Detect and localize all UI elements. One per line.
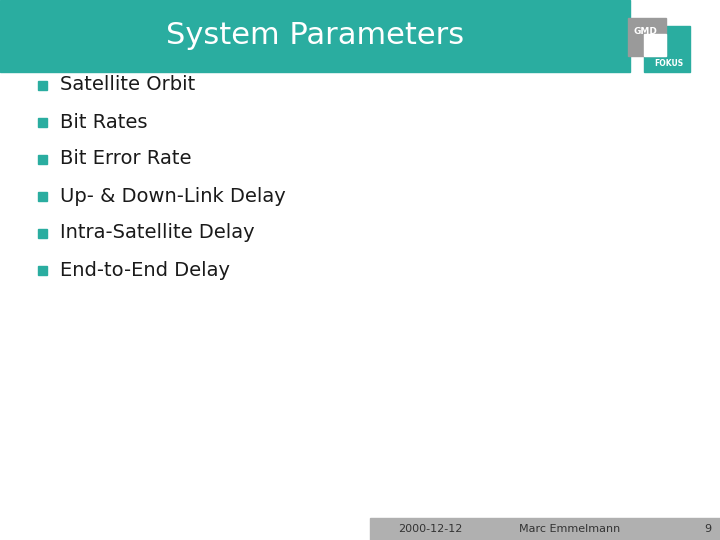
- Text: Bit Rates: Bit Rates: [60, 112, 148, 132]
- Text: System Parameters: System Parameters: [166, 22, 464, 51]
- Bar: [644, 26, 690, 72]
- Text: End-to-End Delay: End-to-End Delay: [60, 260, 230, 280]
- Bar: [628, 18, 666, 56]
- Text: 2000-12-12: 2000-12-12: [398, 524, 462, 534]
- Text: Satellite Orbit: Satellite Orbit: [60, 76, 195, 94]
- Text: FOKUS: FOKUS: [654, 59, 683, 69]
- Bar: [0, 0, 630, 72]
- Bar: [644, 34, 666, 56]
- Bar: [37, 228, 47, 238]
- Text: Marc Emmelmann: Marc Emmelmann: [519, 524, 621, 534]
- Text: 9: 9: [704, 524, 711, 534]
- Bar: [37, 192, 47, 200]
- Text: Up- & Down-Link Delay: Up- & Down-Link Delay: [60, 186, 286, 206]
- Text: GMD: GMD: [633, 28, 657, 37]
- Text: Bit Error Rate: Bit Error Rate: [60, 150, 192, 168]
- Bar: [37, 154, 47, 164]
- Bar: [37, 118, 47, 126]
- Bar: [370, 518, 720, 540]
- Bar: [37, 266, 47, 274]
- Text: Intra-Satellite Delay: Intra-Satellite Delay: [60, 224, 255, 242]
- Bar: [37, 80, 47, 90]
